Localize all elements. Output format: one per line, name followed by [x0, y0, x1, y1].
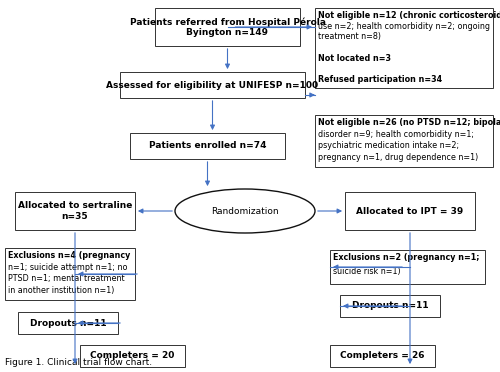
Text: Completers = 20: Completers = 20 — [90, 352, 174, 360]
Text: Not eligible n=26 (no PTSD n=12; bipolar: Not eligible n=26 (no PTSD n=12; bipolar — [318, 118, 500, 127]
FancyBboxPatch shape — [345, 192, 475, 230]
Text: Allocated to IPT = 39: Allocated to IPT = 39 — [356, 206, 464, 215]
FancyBboxPatch shape — [340, 295, 440, 317]
Text: Not located n=3: Not located n=3 — [318, 54, 391, 62]
Text: n=1; suicide attempt n=1; no: n=1; suicide attempt n=1; no — [8, 263, 128, 272]
Text: Assessed for eligibility at UNIFESP n=100: Assessed for eligibility at UNIFESP n=10… — [106, 80, 318, 90]
FancyBboxPatch shape — [5, 248, 135, 300]
Text: Randomization: Randomization — [211, 206, 279, 215]
Text: disorder n=9; health comorbidity n=1;: disorder n=9; health comorbidity n=1; — [318, 129, 474, 138]
Text: treatment n=8): treatment n=8) — [318, 32, 381, 41]
FancyBboxPatch shape — [330, 345, 435, 367]
Text: Exclusions n=2 (pregnancy n=1;: Exclusions n=2 (pregnancy n=1; — [333, 253, 480, 262]
Text: PTSD n=1; mental treatment: PTSD n=1; mental treatment — [8, 274, 124, 283]
Text: Allocated to sertraline
n=35: Allocated to sertraline n=35 — [18, 201, 132, 221]
Ellipse shape — [175, 189, 315, 233]
Text: Not eligible n=12 (chronic corticosteroid: Not eligible n=12 (chronic corticosteroi… — [318, 11, 500, 20]
Text: suicide risk n=1): suicide risk n=1) — [333, 267, 400, 276]
Text: Patients enrolled n=74: Patients enrolled n=74 — [149, 141, 266, 151]
FancyBboxPatch shape — [315, 115, 493, 167]
FancyBboxPatch shape — [80, 345, 185, 367]
Text: Completers = 26: Completers = 26 — [340, 352, 425, 360]
FancyBboxPatch shape — [130, 133, 285, 159]
FancyBboxPatch shape — [18, 312, 118, 334]
Text: Figure 1. Clinical trial flow chart.: Figure 1. Clinical trial flow chart. — [5, 358, 152, 367]
Text: use n=2; health comorbidity n=2; ongoing: use n=2; health comorbidity n=2; ongoing — [318, 22, 490, 31]
Text: pregnancy n=1, drug dependence n=1): pregnancy n=1, drug dependence n=1) — [318, 153, 478, 162]
FancyBboxPatch shape — [315, 8, 493, 88]
Text: Patients referred from Hospital Pérola
Byington n=149: Patients referred from Hospital Pérola B… — [130, 17, 326, 37]
Text: Refused participation n=34: Refused participation n=34 — [318, 75, 442, 84]
FancyBboxPatch shape — [330, 250, 485, 284]
FancyBboxPatch shape — [120, 72, 305, 98]
FancyBboxPatch shape — [155, 8, 300, 46]
Text: Dropouts n=11: Dropouts n=11 — [30, 318, 106, 327]
Text: psychiatric medication intake n=2;: psychiatric medication intake n=2; — [318, 141, 459, 150]
Text: in another institution n=1): in another institution n=1) — [8, 286, 115, 295]
Text: Exclusions n=4 (pregnancy: Exclusions n=4 (pregnancy — [8, 251, 130, 260]
Text: Dropouts n=11: Dropouts n=11 — [352, 301, 428, 311]
FancyBboxPatch shape — [15, 192, 135, 230]
